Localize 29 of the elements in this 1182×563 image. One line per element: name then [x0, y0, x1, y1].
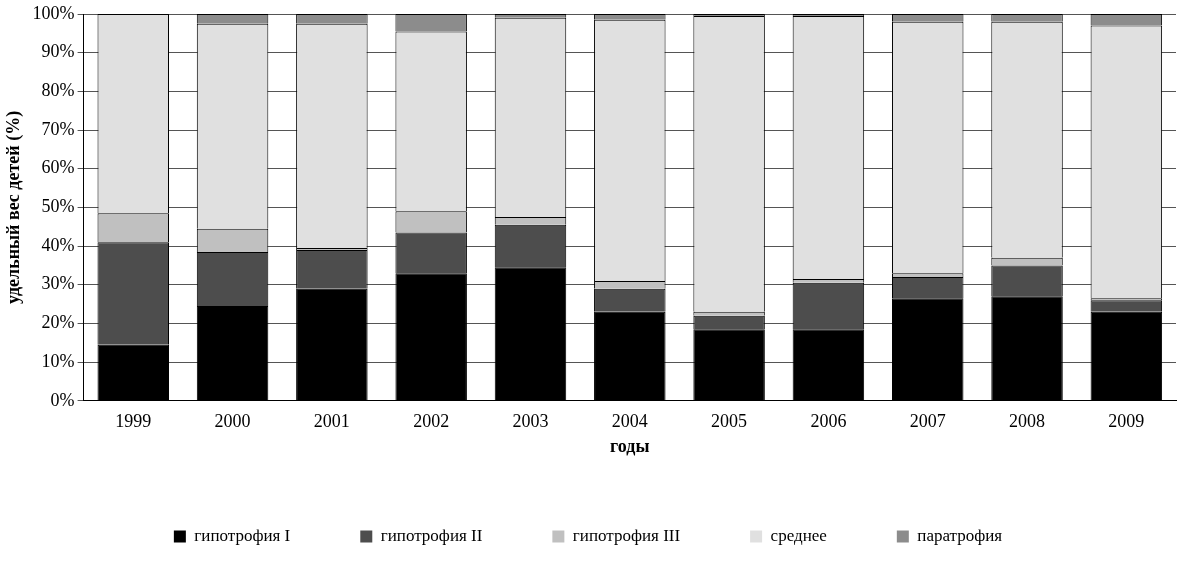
x-tick-label: 2005 [711, 411, 748, 432]
x-tick-label: 2001 [313, 411, 350, 432]
y-tick-label: 70% [41, 118, 75, 139]
y-tick-label: 0% [50, 389, 75, 410]
y-tick-label: 60% [41, 157, 75, 178]
legend-label: паратрофия [917, 525, 1003, 545]
legend-label: гипотрофия I [194, 525, 291, 545]
y-tick-label: 50% [41, 196, 75, 217]
y-axis-title: удельный вес детей (%) [3, 110, 25, 304]
x-tick-label: 2003 [512, 411, 549, 432]
x-tick-label: 2008 [1009, 411, 1046, 432]
legend-label: среднее [770, 525, 827, 545]
x-tick-label: 2009 [1108, 411, 1145, 432]
x-tick-label: 2006 [810, 411, 847, 432]
x-tick-label: 2004 [611, 411, 648, 432]
legend-label: гипотрофия III [572, 525, 681, 545]
x-axis-title: годы [610, 435, 650, 456]
y-tick-label: 90% [41, 41, 75, 62]
y-tick-label: 30% [41, 273, 75, 294]
x-tick-label: 1999 [115, 411, 152, 432]
y-tick-label: 40% [41, 234, 75, 255]
y-tick-label: 20% [41, 312, 75, 333]
y-tick-label: 100% [32, 2, 75, 23]
x-tick-label: 2002 [413, 411, 450, 432]
y-tick-label: 10% [41, 350, 75, 371]
y-tick-label: 80% [41, 80, 75, 101]
x-tick-label: 2007 [909, 411, 946, 432]
legend-label: гипотрофия II [380, 525, 483, 545]
x-tick-label: 2000 [214, 411, 251, 432]
